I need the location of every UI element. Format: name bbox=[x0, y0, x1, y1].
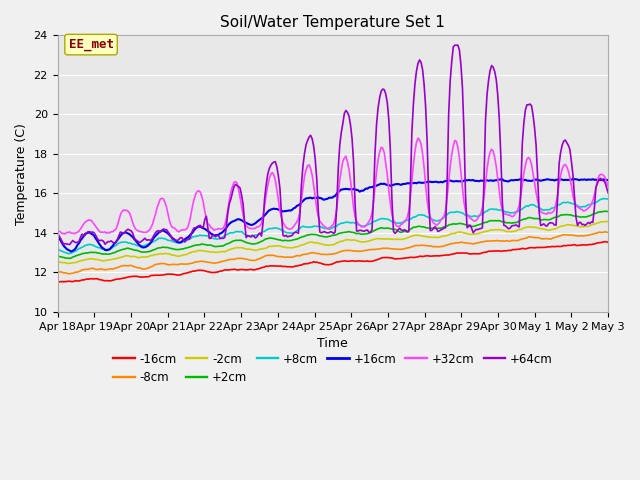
+32cm bbox=[604, 183, 612, 189]
Line: +64cm: +64cm bbox=[58, 45, 608, 244]
+32cm bbox=[414, 135, 422, 141]
+64cm bbox=[247, 234, 255, 240]
-8cm bbox=[65, 271, 72, 276]
-2cm bbox=[237, 245, 245, 251]
+2cm bbox=[220, 243, 227, 249]
+16cm bbox=[54, 234, 61, 240]
+2cm bbox=[54, 253, 61, 259]
+64cm bbox=[66, 241, 74, 247]
Line: -8cm: -8cm bbox=[58, 232, 608, 274]
+64cm bbox=[123, 228, 131, 233]
+16cm bbox=[604, 177, 612, 183]
+2cm bbox=[601, 208, 609, 214]
-16cm bbox=[294, 263, 302, 269]
+2cm bbox=[604, 208, 612, 214]
Legend: -16cm, -8cm, -2cm, +2cm, +8cm, +16cm, +32cm, +64cm: -16cm, -8cm, -2cm, +2cm, +8cm, +16cm, +3… bbox=[109, 348, 557, 389]
-16cm bbox=[604, 240, 612, 245]
-2cm bbox=[604, 218, 612, 224]
+16cm bbox=[67, 249, 75, 254]
+8cm bbox=[237, 228, 245, 234]
-2cm bbox=[575, 224, 583, 229]
Line: +32cm: +32cm bbox=[58, 138, 608, 234]
+32cm bbox=[247, 226, 255, 231]
+16cm bbox=[569, 176, 577, 182]
Y-axis label: Temperature (C): Temperature (C) bbox=[15, 123, 28, 225]
-2cm bbox=[65, 261, 72, 266]
+16cm bbox=[577, 177, 584, 182]
Line: -16cm: -16cm bbox=[58, 242, 608, 282]
-8cm bbox=[575, 233, 583, 239]
+8cm bbox=[54, 247, 61, 253]
+64cm bbox=[296, 213, 304, 218]
+32cm bbox=[296, 208, 304, 214]
-8cm bbox=[220, 258, 227, 264]
+16cm bbox=[296, 202, 304, 207]
+64cm bbox=[451, 42, 459, 48]
+16cm bbox=[123, 230, 131, 236]
-8cm bbox=[54, 269, 61, 275]
+8cm bbox=[247, 234, 255, 240]
X-axis label: Time: Time bbox=[317, 337, 348, 350]
-16cm bbox=[54, 279, 61, 285]
Line: -2cm: -2cm bbox=[58, 221, 608, 264]
Line: +16cm: +16cm bbox=[58, 179, 608, 252]
-16cm bbox=[121, 275, 129, 281]
-8cm bbox=[604, 229, 612, 235]
+16cm bbox=[220, 228, 227, 234]
+8cm bbox=[123, 239, 131, 245]
-16cm bbox=[601, 239, 609, 245]
+2cm bbox=[247, 241, 255, 247]
+2cm bbox=[66, 256, 74, 262]
+64cm bbox=[220, 236, 227, 241]
-8cm bbox=[247, 257, 255, 263]
-8cm bbox=[237, 255, 245, 261]
+8cm bbox=[296, 226, 304, 231]
+32cm bbox=[577, 206, 584, 212]
-2cm bbox=[220, 249, 227, 254]
-8cm bbox=[601, 229, 609, 235]
-8cm bbox=[296, 253, 304, 259]
-2cm bbox=[296, 243, 304, 249]
+64cm bbox=[54, 230, 61, 236]
+64cm bbox=[237, 192, 245, 198]
+2cm bbox=[123, 245, 131, 251]
+2cm bbox=[296, 235, 304, 241]
-2cm bbox=[247, 247, 255, 252]
+2cm bbox=[237, 238, 245, 243]
+16cm bbox=[247, 222, 255, 228]
+64cm bbox=[577, 219, 584, 225]
+32cm bbox=[123, 207, 131, 213]
+8cm bbox=[65, 251, 72, 257]
Line: +8cm: +8cm bbox=[58, 199, 608, 254]
+32cm bbox=[61, 231, 69, 237]
-8cm bbox=[123, 263, 131, 269]
-16cm bbox=[573, 243, 581, 249]
+8cm bbox=[220, 234, 227, 240]
-16cm bbox=[218, 268, 225, 274]
+8cm bbox=[604, 196, 612, 202]
Line: +2cm: +2cm bbox=[58, 211, 608, 259]
+32cm bbox=[54, 227, 61, 233]
-16cm bbox=[236, 267, 244, 273]
-16cm bbox=[245, 266, 253, 272]
+32cm bbox=[220, 225, 227, 231]
Title: Soil/Water Temperature Set 1: Soil/Water Temperature Set 1 bbox=[220, 15, 445, 30]
+32cm bbox=[237, 203, 245, 209]
-2cm bbox=[54, 259, 61, 264]
-2cm bbox=[123, 253, 131, 259]
+2cm bbox=[575, 214, 583, 220]
+8cm bbox=[600, 196, 607, 202]
+16cm bbox=[237, 217, 245, 223]
Text: EE_met: EE_met bbox=[68, 38, 113, 51]
+8cm bbox=[575, 204, 583, 209]
+64cm bbox=[604, 190, 612, 196]
